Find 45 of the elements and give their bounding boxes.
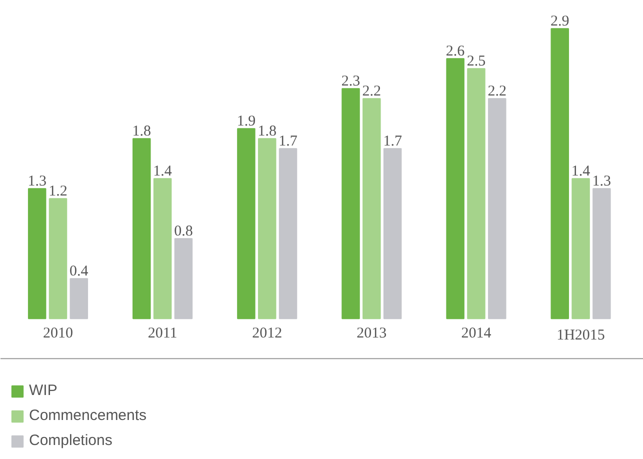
data-label: 1.7 <box>278 134 298 150</box>
data-label: 1.9 <box>236 114 256 130</box>
data-label: 2.5 <box>466 54 486 70</box>
bar <box>28 188 46 320</box>
x-tick-label: 2011 <box>148 326 178 342</box>
bar <box>132 138 151 320</box>
bar <box>342 88 360 320</box>
data-label: 1.3 <box>28 174 46 190</box>
data-label: 2.6 <box>446 44 466 60</box>
bar <box>48 198 68 320</box>
bar <box>153 178 172 320</box>
x-tick-label: 1H2015 <box>556 328 605 344</box>
bar <box>467 68 486 320</box>
bar <box>278 148 298 320</box>
bar <box>237 128 256 320</box>
x-tick-label: 2012 <box>252 326 282 342</box>
bar <box>258 138 276 320</box>
bar <box>572 178 590 320</box>
bar <box>592 188 611 320</box>
x-tick-label: 2014 <box>461 326 492 342</box>
data-label: 1.4 <box>153 164 172 180</box>
bar <box>446 58 464 320</box>
data-label: 0.4 <box>70 264 89 280</box>
data-label: 1.3 <box>592 174 612 190</box>
legend-label: Completions <box>29 432 112 449</box>
legend-label: WIP <box>29 382 58 399</box>
legend-label: Commencements <box>29 407 147 424</box>
bar <box>70 278 88 320</box>
bar <box>488 98 506 320</box>
data-label: 1.8 <box>132 124 152 140</box>
bar <box>174 238 193 320</box>
x-tick-label: 2010 <box>43 326 74 342</box>
bar <box>550 28 569 320</box>
data-label: 0.8 <box>174 224 193 240</box>
data-label: 1.8 <box>258 124 276 140</box>
data-label: 2.2 <box>362 84 382 100</box>
data-label: 2.3 <box>341 74 360 90</box>
bar <box>362 98 381 320</box>
data-label: 1.4 <box>571 164 591 180</box>
data-label: 2.2 <box>488 84 506 100</box>
data-label: 2.9 <box>550 14 570 30</box>
data-label: 1.2 <box>48 184 68 200</box>
bar <box>383 148 402 320</box>
data-label: 1.7 <box>383 134 402 150</box>
x-tick-label: 2013 <box>356 326 387 342</box>
